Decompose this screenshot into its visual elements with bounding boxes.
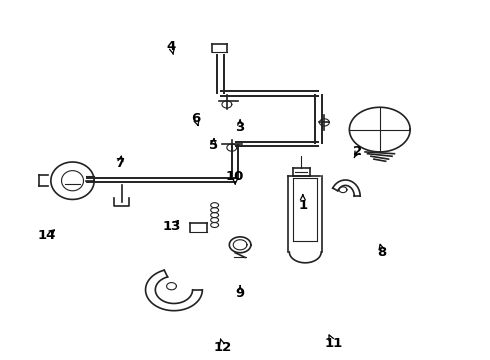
Text: 1: 1 [298, 199, 307, 212]
Text: 6: 6 [192, 112, 200, 125]
Text: 5: 5 [209, 139, 218, 152]
Text: 11: 11 [324, 337, 343, 350]
Text: 12: 12 [214, 341, 232, 354]
Text: 14: 14 [37, 229, 56, 242]
Text: 3: 3 [236, 121, 245, 134]
Text: 4: 4 [167, 40, 176, 53]
Text: 8: 8 [378, 246, 387, 258]
Text: 7: 7 [116, 157, 124, 170]
Text: 10: 10 [226, 170, 245, 183]
Text: 9: 9 [236, 287, 245, 300]
Text: 2: 2 [353, 145, 362, 158]
Text: 13: 13 [162, 220, 181, 233]
